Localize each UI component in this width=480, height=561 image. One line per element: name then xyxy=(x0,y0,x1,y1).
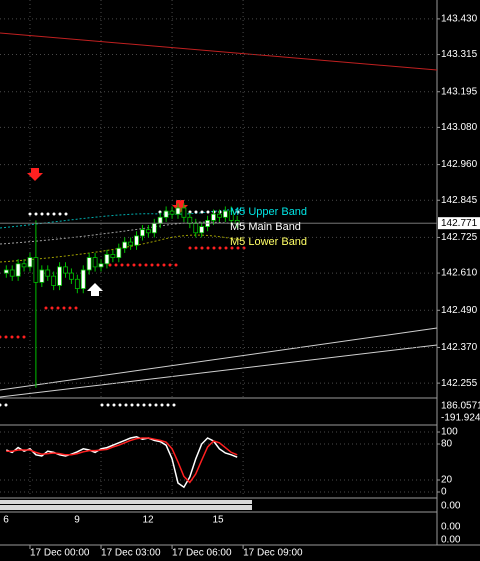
hour-label: 9 xyxy=(74,515,80,526)
cci-label: -191.9243 xyxy=(441,413,480,424)
y-tick-label: 142.255 xyxy=(441,378,478,389)
main-band xyxy=(0,221,246,245)
candle-body xyxy=(222,210,228,218)
candle-body xyxy=(217,213,222,218)
y-tick-label: 143.315 xyxy=(441,49,478,60)
trend-line xyxy=(0,32,438,71)
histogram-strip xyxy=(0,504,252,505)
candle-body xyxy=(169,210,175,215)
lower-band xyxy=(0,234,246,263)
candle-body xyxy=(163,210,169,218)
misc-label: 0.00 xyxy=(441,535,461,546)
x-tick-label: 17 Dec 09:00 xyxy=(243,548,303,559)
y-tick-label: 142.370 xyxy=(441,342,478,353)
buy-arrow xyxy=(87,283,103,296)
y-tick-label: 80 xyxy=(441,439,453,450)
sell-arrow xyxy=(27,168,43,181)
candle-body xyxy=(104,254,110,265)
candle-body xyxy=(21,263,27,268)
x-tick-label: 17 Dec 06:00 xyxy=(172,548,232,559)
candle-body xyxy=(3,269,9,274)
candle-body xyxy=(181,207,187,218)
candle-body xyxy=(122,241,128,249)
candle-body xyxy=(211,213,216,221)
candle-body xyxy=(57,266,62,286)
y-tick-label: 143.430 xyxy=(441,14,478,25)
sell-arrow xyxy=(172,200,188,213)
candle-body xyxy=(39,269,45,283)
hour-label: 6 xyxy=(3,515,9,526)
band-label: M5 Main Band xyxy=(230,221,301,233)
candle-body xyxy=(157,216,163,224)
candle-body xyxy=(80,269,86,289)
x-tick-label: 17 Dec 00:00 xyxy=(30,548,90,559)
candle-body xyxy=(145,229,151,234)
candle-body xyxy=(86,257,92,271)
candle-body xyxy=(228,210,234,221)
candle-body xyxy=(27,257,33,268)
candle-body xyxy=(175,207,181,215)
candle-body xyxy=(110,254,116,258)
y-tick-label: 143.195 xyxy=(441,86,478,97)
hour-label: 12 xyxy=(142,515,154,526)
y-tick-label: 0 xyxy=(441,487,447,498)
candle-body xyxy=(140,229,145,237)
last-price-box xyxy=(438,217,480,230)
candle-body xyxy=(51,275,57,286)
y-tick-label: 20 xyxy=(441,475,453,486)
hour-label: 15 xyxy=(212,515,224,526)
y-tick-label: 142.725 xyxy=(441,232,478,243)
candle-body xyxy=(33,257,39,283)
candle-body xyxy=(128,241,134,246)
candle-body xyxy=(116,247,122,258)
candle-body xyxy=(151,223,157,234)
y-tick-label: 142.845 xyxy=(441,195,478,206)
candle-body xyxy=(63,266,68,274)
band-label: M5 Lower Band xyxy=(230,236,307,248)
candle-body xyxy=(69,272,74,280)
channel-line xyxy=(0,327,438,391)
last-price-label: 142.771 xyxy=(441,218,478,229)
candle-body xyxy=(98,263,104,268)
cci-label: 186.0571 xyxy=(441,401,480,412)
y-tick-label: 100 xyxy=(441,427,458,438)
y-tick-label: 142.490 xyxy=(441,305,478,316)
y-tick-label: 143.080 xyxy=(441,122,478,133)
candle-body xyxy=(45,269,51,277)
band-label: M5 Upper Band xyxy=(230,206,307,218)
channel-line xyxy=(0,344,438,398)
y-tick-label: 142.610 xyxy=(441,268,478,279)
candle-body xyxy=(134,235,139,246)
candle-body xyxy=(199,226,205,234)
candle-body xyxy=(15,263,21,277)
candle-body xyxy=(9,269,15,277)
x-tick-label: 17 Dec 03:00 xyxy=(101,548,161,559)
candle-body xyxy=(74,278,80,289)
y-tick-label: 142.960 xyxy=(441,159,478,170)
misc-label: 0.00 xyxy=(441,522,461,533)
candle-body xyxy=(187,216,193,224)
candle-body xyxy=(92,257,98,268)
misc-label: 0.00 xyxy=(441,501,461,512)
series-line xyxy=(6,437,238,484)
candle-body xyxy=(193,223,199,234)
